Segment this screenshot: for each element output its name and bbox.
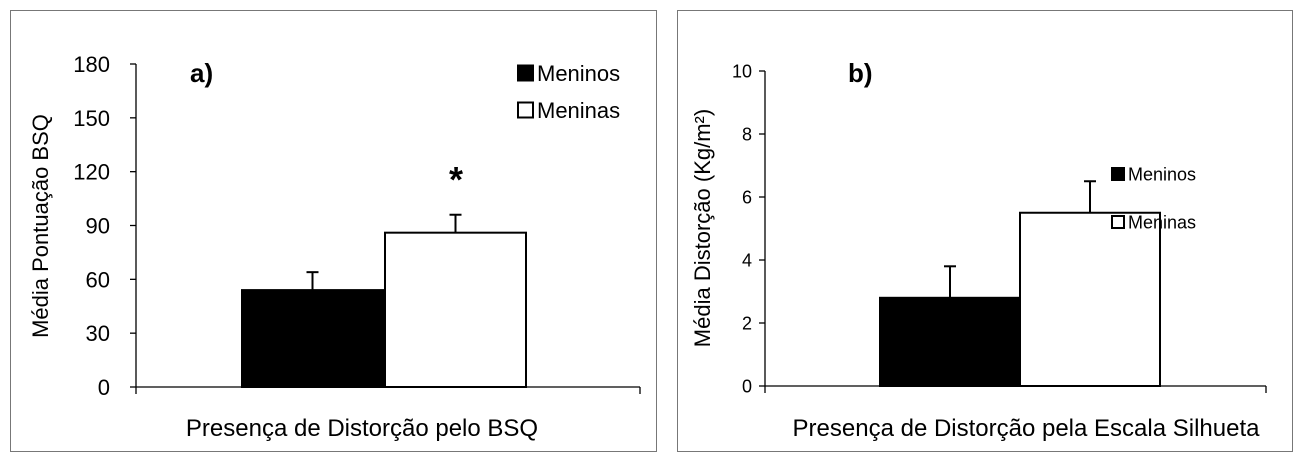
panel-a-significance-asterisk: * bbox=[449, 159, 463, 200]
panel-a-bar-meninas bbox=[384, 231, 527, 388]
panel-a-legend-label-meninas: Meninas bbox=[537, 98, 620, 123]
panel-a-legend-swatch-meninas bbox=[517, 101, 534, 119]
panel-b-legend-swatch-meninas bbox=[1111, 215, 1125, 229]
panel-b-bar-meninos bbox=[879, 296, 1021, 387]
panel-a-bar-meninos bbox=[241, 289, 384, 389]
panel-a-y-tick-label: 30 bbox=[86, 321, 110, 346]
panel-a-y-axis-title: Média Pontuação BSQ bbox=[28, 114, 53, 338]
panel-a-y-tick-label: 0 bbox=[98, 375, 110, 400]
panel-a-y-tick-label: 90 bbox=[86, 213, 110, 238]
panel-b-y-axis-title: Média Distorção (Kg/m²) bbox=[690, 109, 715, 347]
panel-a-y-tick-label: 120 bbox=[73, 160, 110, 185]
panel-a-legend-label-meninos: Meninos bbox=[537, 61, 620, 86]
panel-b-bar-meninas bbox=[1019, 211, 1161, 387]
panel-a-label: a) bbox=[190, 58, 213, 88]
panel-b-y-tick-label: 10 bbox=[732, 61, 752, 81]
panel-a-legend-swatch-meninos bbox=[517, 64, 534, 82]
panel-b-legend-label-meninos: Meninos bbox=[1128, 164, 1196, 184]
panel-a-x-axis-title: Presença de Distorção pelo BSQ bbox=[186, 415, 538, 442]
panel-b-y-tick-label: 2 bbox=[742, 313, 752, 333]
panel-b-label: b) bbox=[848, 58, 873, 88]
panel-a-y-tick-label: 60 bbox=[86, 267, 110, 292]
panel-a-y-tick-label: 180 bbox=[73, 52, 110, 77]
panel-b-y-tick-label: 4 bbox=[742, 250, 752, 270]
panel-b-legend-swatch-meninos bbox=[1111, 167, 1125, 181]
panel-b-legend-label-meninas: Meninas bbox=[1128, 212, 1196, 232]
panel-b-y-tick-label: 6 bbox=[742, 187, 752, 207]
panel-a-y-tick-label: 150 bbox=[73, 106, 110, 131]
panel-b-y-tick-label: 0 bbox=[742, 376, 752, 396]
panel-b-y-tick-label: 8 bbox=[742, 124, 752, 144]
panel-b-x-axis-title: Presença de Distorção pela Escala Silhue… bbox=[793, 415, 1261, 442]
